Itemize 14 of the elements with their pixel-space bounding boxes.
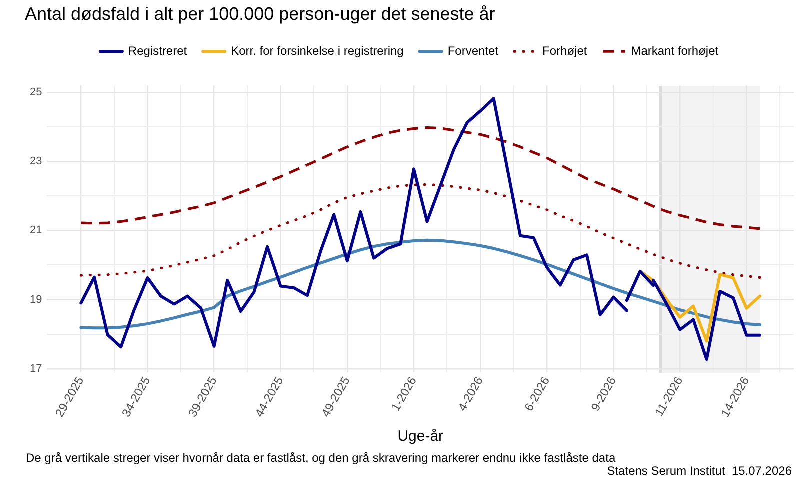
y-tick-label: 23 <box>30 156 42 168</box>
legend-label: Markant forhøjet <box>631 44 720 58</box>
legend-label: Korr. for forsinkelse i registrering <box>231 44 404 58</box>
y-tick-label: 21 <box>30 224 42 237</box>
y-tick-label: 19 <box>30 294 42 306</box>
y-tick-label: 25 <box>30 86 42 99</box>
chart-title: Antal dødsfald i alt per 100.000 person-uger det seneste år <box>25 4 496 24</box>
y-tick-label: 17 <box>30 362 42 375</box>
legend-label: Forhøjet <box>542 44 588 58</box>
text: Statens Serum Institut 15.07.2026 <box>607 464 792 478</box>
x-axis-title: Uge-år <box>398 428 444 446</box>
legend-label: Registreret <box>128 44 188 58</box>
text: De grå vertikale streger viser hvornår data er fastlåst, og den grå skravering markerer endnu ikke fastlåste data <box>26 451 616 465</box>
legend-label: Forventet <box>448 44 500 58</box>
